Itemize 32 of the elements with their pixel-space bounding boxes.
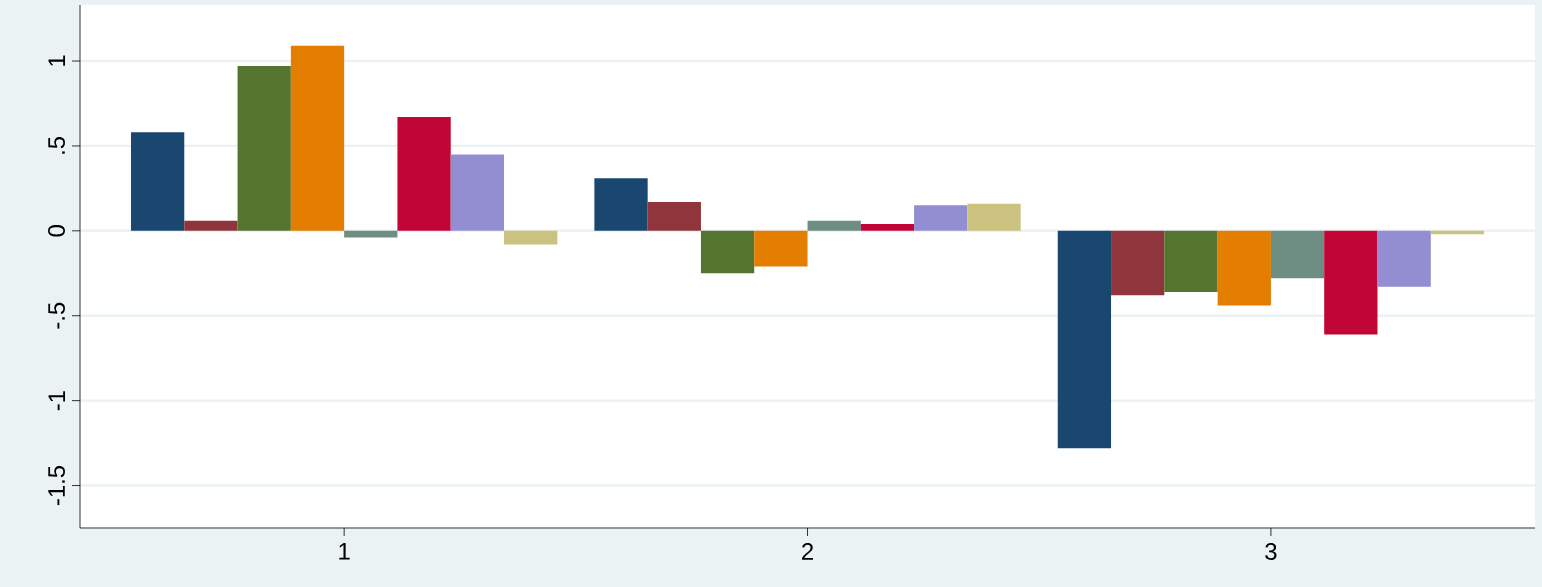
bar bbox=[754, 230, 808, 267]
y-tick-label: -1 bbox=[48, 391, 65, 411]
bar bbox=[1377, 230, 1431, 287]
bar bbox=[1111, 230, 1165, 296]
bar bbox=[700, 230, 755, 274]
x-tick-label: 1 bbox=[339, 543, 350, 560]
bar bbox=[807, 220, 861, 231]
bar bbox=[1270, 230, 1325, 279]
y-tick-label: 1 bbox=[48, 55, 65, 66]
bar bbox=[450, 154, 505, 231]
y-tick-label: -1.5 bbox=[48, 465, 65, 506]
bar bbox=[184, 220, 238, 231]
y-tick-label: .5 bbox=[48, 136, 65, 154]
bar bbox=[290, 45, 345, 231]
bar bbox=[647, 201, 701, 231]
bar bbox=[1057, 230, 1112, 449]
x-tick-label: 2 bbox=[802, 543, 813, 560]
bar bbox=[594, 178, 648, 231]
y-tick-label: 0 bbox=[48, 225, 65, 237]
bar bbox=[967, 203, 1021, 231]
y-tick-label: -.5 bbox=[48, 302, 65, 329]
bar bbox=[1324, 230, 1378, 335]
bar bbox=[344, 230, 398, 238]
bar bbox=[130, 132, 185, 231]
bar bbox=[397, 117, 451, 231]
x-tick-label: 3 bbox=[1265, 543, 1277, 560]
bar bbox=[860, 224, 915, 231]
bar bbox=[504, 230, 558, 245]
bar bbox=[237, 66, 291, 231]
bar bbox=[914, 205, 968, 231]
bar bbox=[1164, 230, 1218, 292]
bar bbox=[1217, 230, 1271, 306]
